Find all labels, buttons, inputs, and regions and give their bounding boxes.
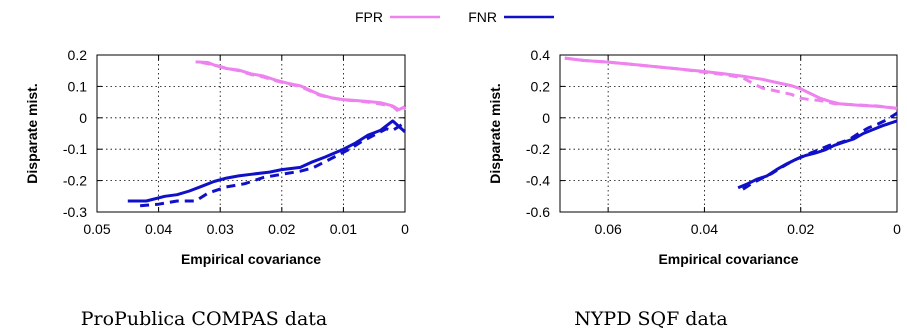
x-tick-label: 0.05 [83,221,110,237]
y-tick-label: 0 [79,110,87,126]
x-tick-label: 0.01 [330,221,357,237]
series-line-fpr-dashed [564,56,898,110]
legend: FPR FNR [355,9,554,25]
chart-compas: 0.05 0.04 0.03 0.02 0.01 0 0.2 0.1 0 -0.1 -0.2 -0.3… [24,47,409,330]
y-tick-label: 0.1 [68,78,88,94]
caption: NYPD SQF data [574,308,728,330]
x-tick-label: 0.02 [268,221,295,237]
y-tick-label: 0.2 [531,78,551,94]
x-tick-label: 0 [401,221,409,237]
plot-frame [559,54,898,213]
series-line-fnr-dashed [139,121,406,208]
series-line-fpr-dashed [201,61,406,113]
y-axis-label: Disparate mist. [24,83,40,183]
series-line-fnr-dashed [742,111,898,191]
y-tick-label: 0.4 [531,47,551,63]
chart-nypd: 0.06 0.04 0.02 0 0.4 0.2 0 -0.2 -0.4 -0.6 Empiric… [487,47,901,330]
legend-label-fnr: FNR [468,9,497,25]
x-axis-label: Empirical covariance [658,251,798,267]
series-line-fpr-solid [564,56,898,110]
series-line-fpr-solid [195,60,406,112]
x-tick-label: 0 [893,221,901,237]
x-tick-label: 0.06 [595,221,622,237]
y-tick-label: -0.6 [526,204,550,220]
x-tick-label: 0.02 [787,221,814,237]
y-tick-label: -0.2 [526,141,550,157]
y-tick-label: 0 [542,110,550,126]
caption: ProPublica COMPAS data [81,308,328,330]
y-tick-label: 0.2 [68,47,88,63]
y-tick-label: -0.3 [63,204,87,220]
x-tick-label: 0.04 [691,221,718,237]
plot-frame [96,54,406,213]
x-tick-label: 0.03 [207,221,234,237]
x-tick-label: 0.04 [145,221,172,237]
series-line-fnr-solid [127,119,406,203]
x-axis-label: Empirical covariance [181,251,321,267]
legend-label-fpr: FPR [355,9,383,25]
series-line-fnr-solid [737,119,898,190]
y-tick-label: -0.4 [526,173,550,189]
y-tick-label: -0.2 [63,173,87,189]
y-axis-label: Disparate mist. [487,83,503,183]
y-tick-label: -0.1 [63,141,87,157]
